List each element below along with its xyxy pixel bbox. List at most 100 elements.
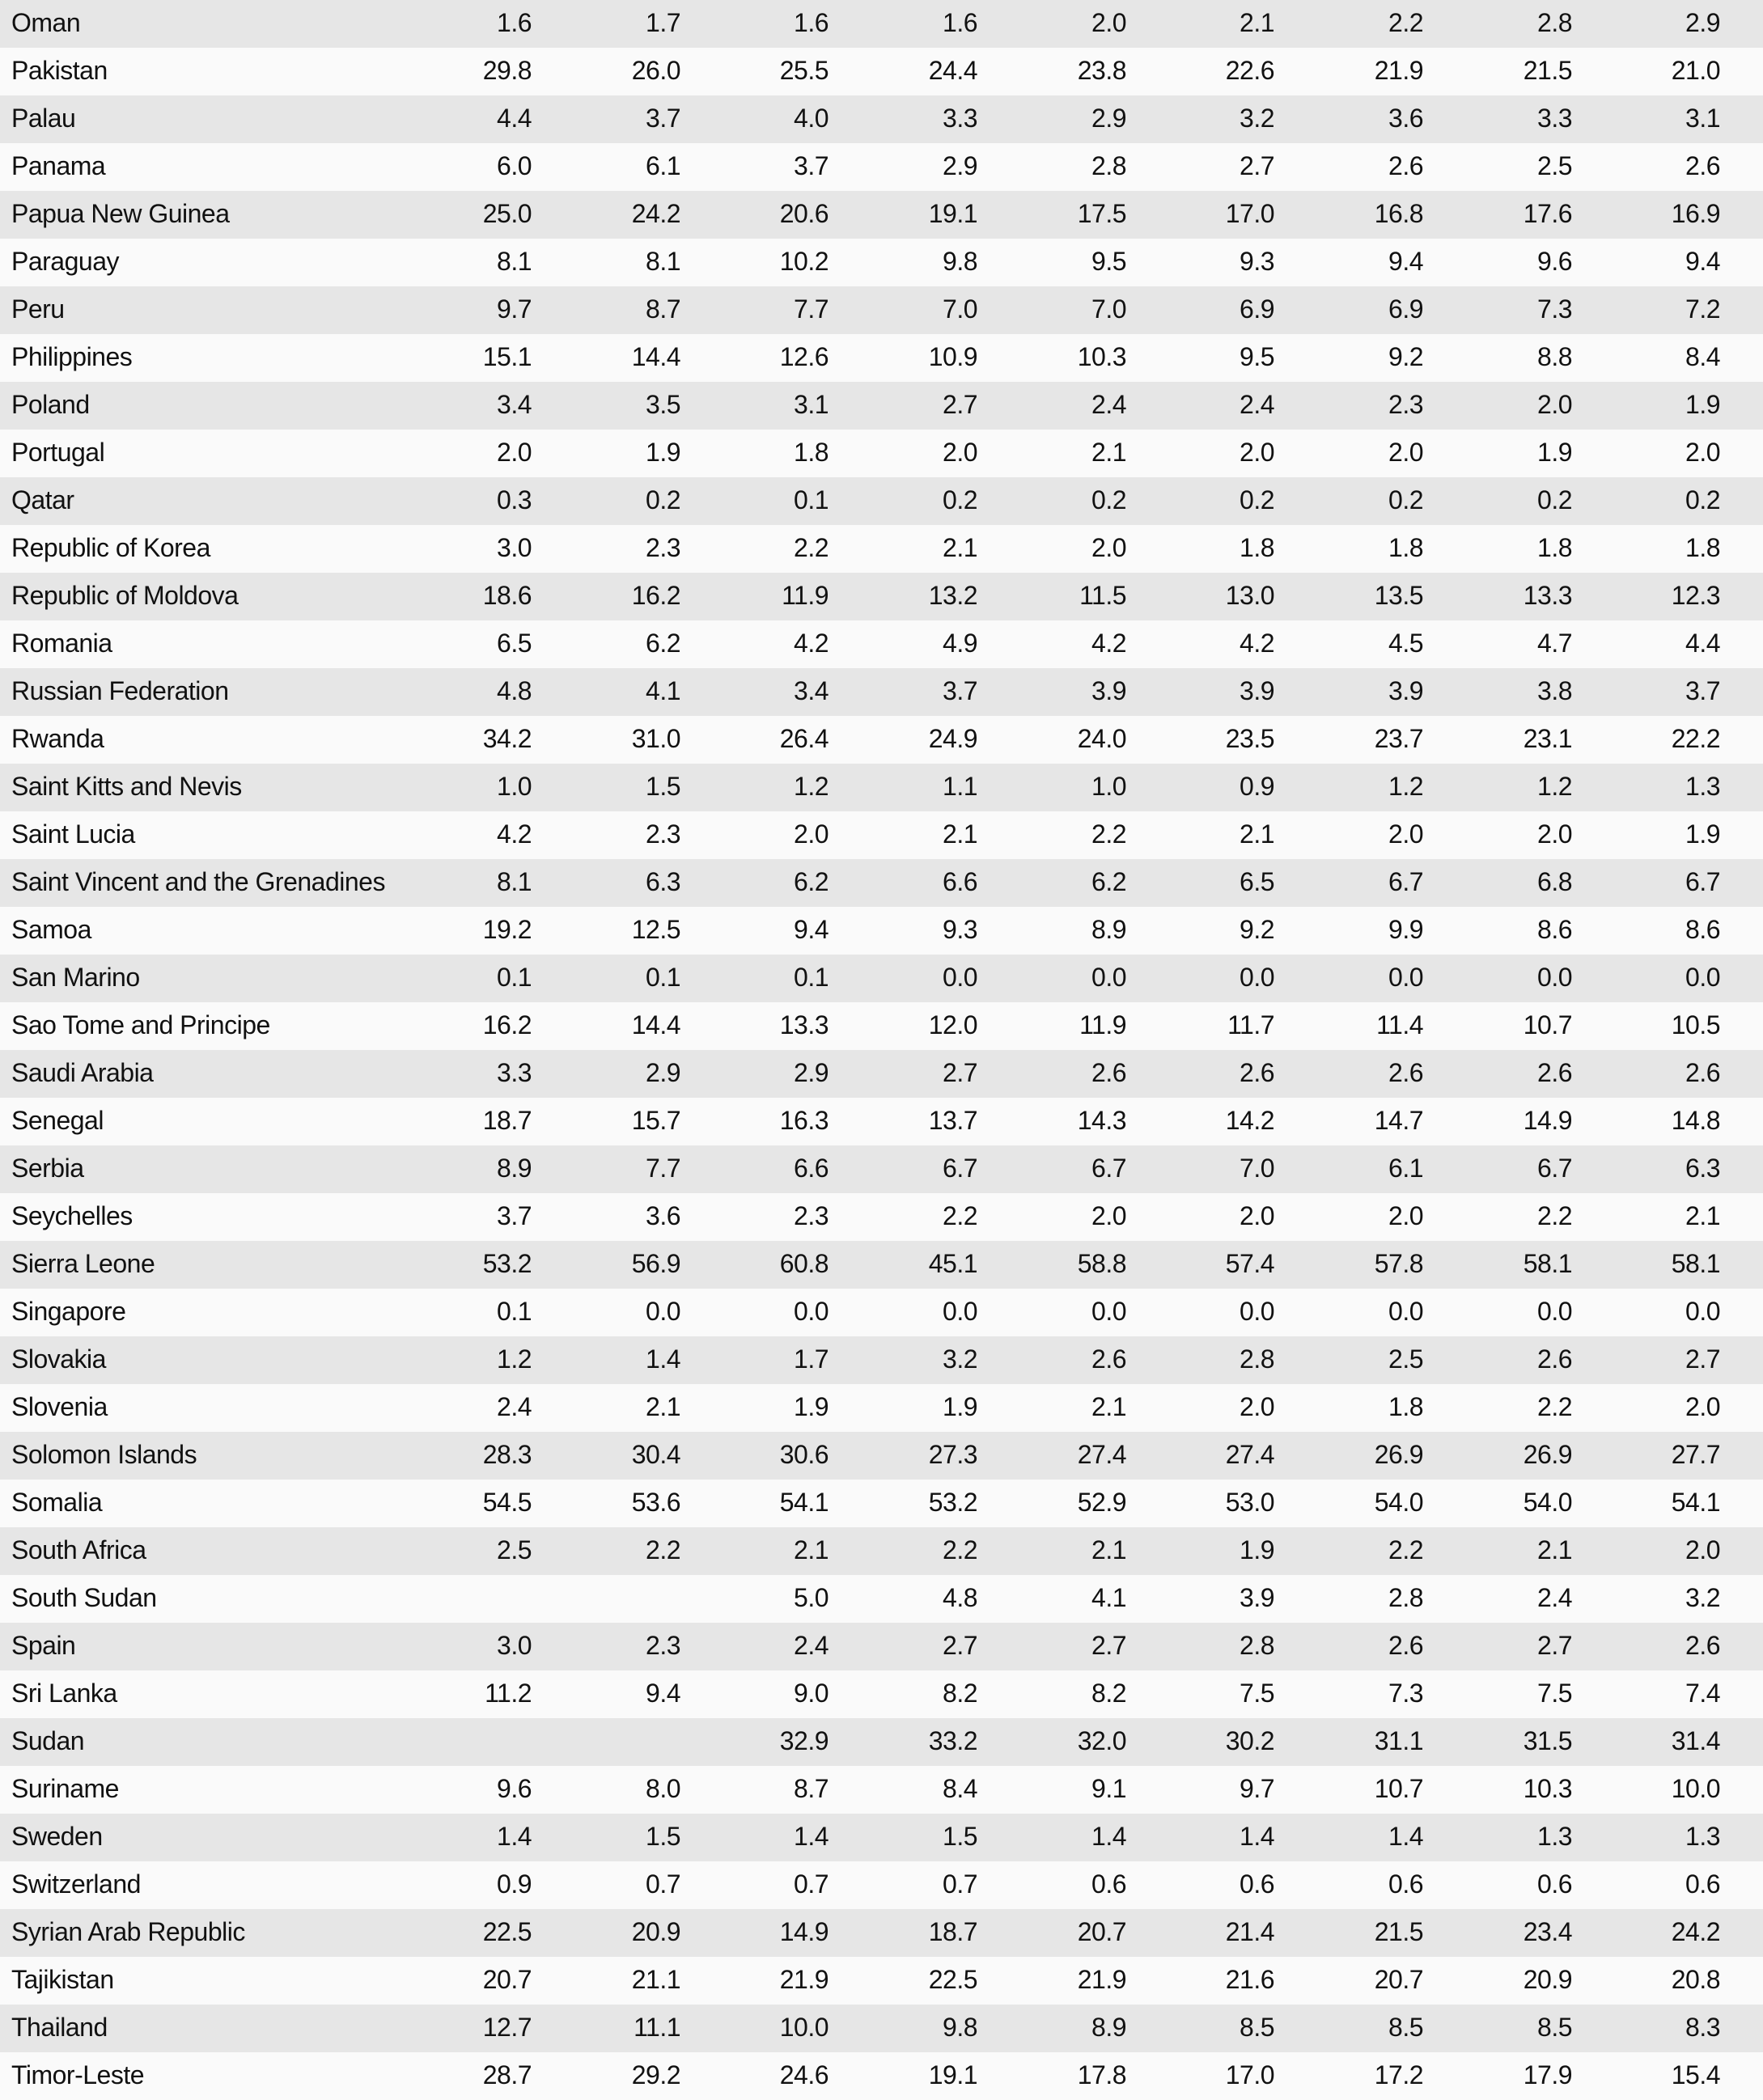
table-row: Slovenia 2.4 2.1 1.9 1.9 2.1 2.0 1.8 2.2 2.0	[0, 1384, 1763, 1432]
value-cell: 8.9	[1091, 915, 1126, 944]
table-row: Philippines 15.1 14.4 12.6 10.9 10.3 9.5 9.2 8.8…	[0, 334, 1763, 382]
value-cell: 6.0	[497, 151, 532, 180]
value-cell: 17.5	[1077, 199, 1127, 228]
value-cell: 8.7	[646, 294, 680, 324]
value-cell: 0.6	[1685, 1869, 1720, 1899]
value-cell: 11.2	[485, 1679, 532, 1708]
value-cell: 1.3	[1537, 1822, 1572, 1851]
value-cell: 0.0	[1685, 963, 1720, 992]
value-cell: 16.2	[482, 1010, 532, 1039]
country-name: Saint Kitts and Nevis	[11, 772, 242, 801]
value-cell: 56.9	[631, 1249, 681, 1278]
value-cell: 10.0	[779, 2013, 829, 2042]
value-cell: 1.4	[1091, 1822, 1126, 1851]
value-cell: 3.1	[794, 390, 829, 419]
table-row: Seychelles 3.7 3.6 2.3 2.2 2.0 2.0 2.0 2.2 2.1	[0, 1193, 1763, 1241]
value-cell: 1.8	[1537, 533, 1572, 562]
value-cell: 0.0	[646, 1297, 680, 1326]
value-cell: 0.2	[1091, 485, 1126, 514]
value-cell: 17.6	[1523, 199, 1573, 228]
country-name: Thailand	[11, 2013, 108, 2042]
value-cell: 2.1	[1537, 1535, 1572, 1564]
value-cell: 2.2	[1388, 8, 1423, 37]
value-cell: 3.2	[1240, 104, 1274, 133]
value-cell: 0.6	[1537, 1869, 1572, 1899]
value-cell: 0.7	[794, 1869, 829, 1899]
value-cell: 6.7	[1685, 867, 1720, 896]
table-row: Senegal 18.7 15.7 16.3 13.7 14.3 14.2 14.7 14.9 1…	[0, 1098, 1763, 1145]
value-cell: 31.5	[1523, 1726, 1573, 1755]
value-cell: 6.1	[1388, 1154, 1423, 1183]
value-cell: 6.6	[943, 867, 977, 896]
value-cell: 0.2	[1240, 485, 1274, 514]
value-cell: 4.2	[497, 819, 532, 849]
value-cell: 23.1	[1523, 724, 1573, 753]
value-cell: 24.4	[928, 56, 978, 85]
value-cell: 0.1	[646, 963, 680, 992]
value-cell: 1.5	[646, 772, 680, 801]
value-cell: 3.0	[497, 533, 532, 562]
value-cell: 27.3	[928, 1440, 978, 1469]
value-cell: 1.9	[794, 1392, 829, 1421]
value-cell: 58.1	[1671, 1249, 1721, 1278]
value-cell: 0.1	[497, 963, 532, 992]
value-cell: 2.3	[646, 819, 680, 849]
value-cell: 57.8	[1374, 1249, 1424, 1278]
value-cell: 13.3	[1523, 581, 1573, 610]
table-row: Panama 6.0 6.1 3.7 2.9 2.8 2.7 2.6 2.5 2.6	[0, 143, 1763, 191]
value-cell: 24.2	[1671, 1917, 1721, 1946]
value-cell: 2.3	[794, 1201, 829, 1230]
value-cell: 15.4	[1671, 2060, 1721, 2089]
value-cell: 23.5	[1225, 724, 1275, 753]
value-cell: 0.0	[1091, 963, 1126, 992]
table-row: Thailand 12.7 11.1 10.0 9.8 8.9 8.5 8.5 8.5 8.3	[0, 2005, 1763, 2052]
value-cell: 0.0	[1240, 1297, 1274, 1326]
country-name: San Marino	[11, 963, 140, 992]
value-cell: 0.0	[1091, 1297, 1126, 1326]
value-cell: 1.6	[943, 8, 977, 37]
value-cell: 2.1	[646, 1392, 680, 1421]
value-cell: 2.1	[1685, 1201, 1720, 1230]
value-cell: 2.4	[1091, 390, 1126, 419]
value-cell: 53.0	[1225, 1488, 1275, 1517]
value-cell: 24.9	[928, 724, 978, 753]
value-cell: 9.2	[1388, 342, 1423, 371]
country-name: Pakistan	[11, 56, 108, 85]
value-cell: 0.7	[646, 1869, 680, 1899]
value-cell: 0.2	[1388, 485, 1423, 514]
value-cell: 1.4	[794, 1822, 829, 1851]
value-cell: 2.4	[497, 1392, 532, 1421]
value-cell: 10.9	[928, 342, 978, 371]
value-cell: 22.5	[482, 1917, 532, 1946]
value-cell: 10.3	[1077, 342, 1127, 371]
value-cell: 27.4	[1225, 1440, 1275, 1469]
value-cell: 2.2	[646, 1535, 680, 1564]
value-cell: 27.7	[1671, 1440, 1721, 1469]
table-row: Papua New Guinea 25.0 24.2 20.6 19.1 17.5 17.0…	[0, 191, 1763, 239]
value-cell: 2.1	[1091, 1392, 1126, 1421]
value-cell: 8.9	[1091, 2013, 1126, 2042]
value-cell: 2.7	[943, 1058, 977, 1087]
value-cell: 17.8	[1077, 2060, 1127, 2089]
value-cell: 1.8	[1685, 533, 1720, 562]
value-cell: 2.4	[1240, 390, 1274, 419]
value-cell: 30.6	[779, 1440, 829, 1469]
value-cell: 7.5	[1240, 1679, 1274, 1708]
value-cell: 1.8	[794, 438, 829, 467]
value-cell: 0.2	[1685, 485, 1720, 514]
value-cell: 22.2	[1671, 724, 1721, 753]
value-cell: 17.9	[1523, 2060, 1573, 2089]
table-row: Sweden 1.4 1.5 1.4 1.5 1.4 1.4 1.4 1.3 1.3	[0, 1814, 1763, 1861]
value-cell: 3.5	[646, 390, 680, 419]
value-cell: 2.6	[1091, 1344, 1126, 1374]
value-cell: 2.0	[943, 438, 977, 467]
value-cell: 9.3	[1240, 247, 1274, 276]
value-cell: 11.5	[1079, 581, 1126, 610]
value-cell: 9.3	[943, 915, 977, 944]
value-cell: 1.0	[497, 772, 532, 801]
value-cell: 2.0	[1685, 1392, 1720, 1421]
value-cell: 1.9	[1685, 819, 1720, 849]
value-cell: 1.5	[943, 1822, 977, 1851]
value-cell: 16.8	[1374, 199, 1424, 228]
value-cell: 2.1	[1091, 1535, 1126, 1564]
